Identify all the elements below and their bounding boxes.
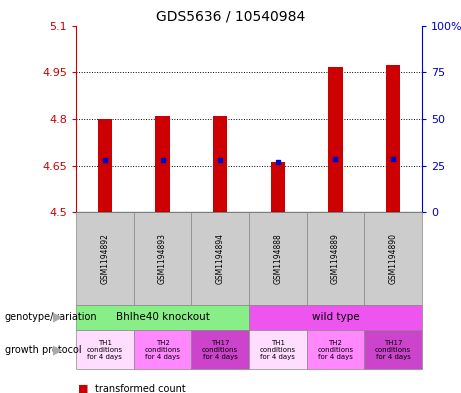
Text: TH2
conditions
for 4 days: TH2 conditions for 4 days xyxy=(144,340,181,360)
Text: wild type: wild type xyxy=(312,312,359,322)
Text: GSM1194893: GSM1194893 xyxy=(158,233,167,284)
Text: TH17
conditions
for 4 days: TH17 conditions for 4 days xyxy=(202,340,238,360)
Text: ■: ■ xyxy=(78,384,89,393)
Text: transformed count: transformed count xyxy=(95,384,185,393)
Text: GSM1194888: GSM1194888 xyxy=(273,233,282,284)
Text: GSM1194890: GSM1194890 xyxy=(389,233,397,284)
Text: growth protocol: growth protocol xyxy=(5,345,81,355)
Bar xyxy=(271,162,285,212)
Text: genotype/variation: genotype/variation xyxy=(5,312,97,322)
Bar xyxy=(98,119,112,212)
Text: GDS5636 / 10540984: GDS5636 / 10540984 xyxy=(156,10,305,24)
Text: ▶: ▶ xyxy=(53,311,62,324)
Bar xyxy=(386,65,400,212)
Text: TH1
conditions
for 4 days: TH1 conditions for 4 days xyxy=(87,340,123,360)
Text: ▶: ▶ xyxy=(53,343,62,356)
Text: TH2
conditions
for 4 days: TH2 conditions for 4 days xyxy=(317,340,354,360)
Text: GSM1194889: GSM1194889 xyxy=(331,233,340,284)
Bar xyxy=(155,116,170,212)
Text: Bhlhe40 knockout: Bhlhe40 knockout xyxy=(116,312,209,322)
Bar xyxy=(213,116,227,212)
Text: GSM1194894: GSM1194894 xyxy=(216,233,225,284)
Text: TH1
conditions
for 4 days: TH1 conditions for 4 days xyxy=(260,340,296,360)
Bar xyxy=(328,67,343,212)
Text: TH17
conditions
for 4 days: TH17 conditions for 4 days xyxy=(375,340,411,360)
Text: GSM1194892: GSM1194892 xyxy=(100,233,109,284)
